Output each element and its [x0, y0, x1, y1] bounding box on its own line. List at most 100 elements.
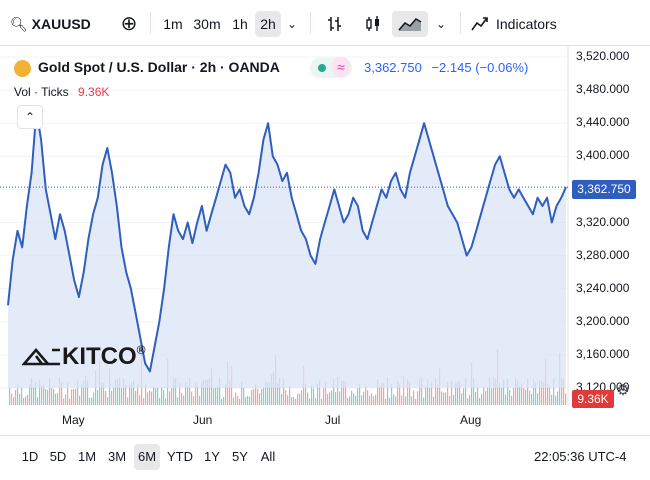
volume-bar — [511, 395, 513, 405]
volume-bar — [161, 386, 163, 405]
volume-bar — [151, 391, 153, 405]
area-chart-type-icon[interactable] — [392, 11, 428, 37]
volume-bar — [279, 377, 281, 405]
volume-bar — [381, 383, 383, 405]
volume-bar — [93, 392, 95, 405]
volume-bar — [409, 382, 411, 405]
volume-bar — [41, 385, 43, 405]
legend-price: 3,362.750 −2.145 (−0.06%) — [364, 60, 528, 75]
interval-1h-button[interactable]: 1h — [232, 16, 248, 32]
symbol-label: XAUUSD — [31, 16, 91, 32]
volume-bar — [435, 378, 437, 405]
volume-bar — [215, 387, 217, 405]
range-5y-button[interactable]: 5Y — [232, 449, 248, 464]
collapse-legend-button[interactable]: ⌃ — [17, 105, 43, 129]
volume-bar — [79, 395, 81, 405]
volume-bar — [69, 398, 71, 405]
volume-bar — [307, 392, 309, 405]
volume-bar — [355, 395, 357, 405]
volume-bar — [329, 392, 331, 405]
volume-bar — [183, 395, 185, 405]
range-6m-button[interactable]: 6M — [134, 444, 160, 470]
price-chart[interactable] — [0, 46, 650, 406]
chart-type-chevron-down-icon[interactable]: ⌄ — [435, 17, 447, 31]
volume-bar — [487, 387, 489, 405]
volume-bar — [549, 386, 551, 405]
volume-bar — [499, 383, 501, 405]
volume-bar — [35, 381, 37, 405]
volume-bar — [537, 393, 539, 405]
clock[interactable]: 22:05:36 UTC-4 — [534, 449, 627, 464]
volume-bar — [411, 396, 413, 405]
volume-bar — [63, 398, 65, 405]
time-tick-label: May — [62, 413, 85, 427]
volume-bar — [251, 389, 253, 405]
interval-30m-button[interactable]: 30m — [193, 16, 221, 32]
range-1d-button[interactable]: 1D — [21, 449, 39, 464]
volume-bar — [481, 393, 483, 405]
time-tick-label: Aug — [460, 413, 482, 427]
volume-bar — [13, 397, 15, 405]
volume-bar — [155, 388, 157, 405]
volume-bar — [285, 389, 287, 405]
interval-chevron-down-icon[interactable]: ⌄ — [286, 17, 298, 31]
range-all-button[interactable]: All — [260, 449, 276, 464]
volume-bar — [117, 379, 119, 405]
range-1y-button[interactable]: 1Y — [204, 449, 220, 464]
indicators-button[interactable]: Indicators — [470, 11, 570, 37]
volume-bar — [175, 378, 177, 405]
volume-bar — [309, 398, 311, 405]
volume-bar — [339, 391, 341, 405]
volume-bar — [431, 382, 433, 405]
volume-bar — [145, 384, 147, 405]
volume-bar — [407, 379, 409, 405]
volume-bar — [135, 390, 137, 405]
volume-bar — [441, 391, 443, 405]
volume-bar — [137, 384, 139, 405]
market-status-badge[interactable]: ≈ — [310, 57, 352, 78]
gear-icon[interactable]: ⚙ — [616, 382, 630, 399]
volume-bar — [519, 385, 521, 405]
volume-bar — [373, 396, 375, 405]
volume-bar — [91, 397, 93, 405]
price-tick-label: 3,520.000 — [576, 49, 630, 63]
toolbar-divider — [310, 12, 311, 34]
interval-1m-button[interactable]: 1m — [163, 16, 183, 32]
bar-chart-type-icon[interactable] — [322, 11, 348, 37]
symbol-search[interactable]: 🔍︎ XAUUSD — [10, 11, 102, 37]
volume-bar — [39, 379, 41, 405]
volume-bar — [271, 374, 273, 405]
range-3m-button[interactable]: 3M — [107, 449, 127, 464]
range-5d-button[interactable]: 5D — [49, 449, 67, 464]
volume-bar — [425, 386, 427, 405]
volume-bar — [241, 381, 243, 405]
volume-bars — [9, 348, 567, 405]
compare-add-icon[interactable]: ⊕ — [120, 13, 138, 35]
range-ytd-button[interactable]: YTD — [167, 449, 193, 464]
volume-bar — [551, 394, 553, 405]
volume-bar — [75, 388, 77, 405]
interval-2h-button[interactable]: 2h — [255, 11, 281, 37]
volume-bar — [315, 398, 317, 405]
volume-bar — [461, 393, 463, 405]
volume-bar — [535, 382, 537, 405]
volume-bar — [73, 388, 75, 405]
volume-bar — [399, 384, 401, 405]
volume-bar — [427, 378, 429, 405]
volume-bar — [205, 379, 207, 405]
candles-chart-type-icon[interactable] — [360, 11, 386, 37]
volume-bar — [421, 377, 423, 405]
volume-legend: Vol · Ticks 9.36K — [14, 85, 109, 99]
volume-bar — [367, 390, 369, 405]
volume-bar — [201, 382, 203, 405]
volume-bar — [193, 396, 195, 405]
range-1m-button[interactable]: 1M — [77, 449, 97, 464]
volume-bar — [179, 383, 181, 405]
volume-bar — [327, 393, 329, 405]
volume-bar — [335, 392, 337, 405]
volume-bar — [343, 381, 345, 405]
volume-bar — [171, 388, 173, 405]
gold-coin-icon — [14, 60, 31, 77]
price-tick-label: 3,400.000 — [576, 148, 630, 163]
volume-bar — [165, 398, 167, 405]
